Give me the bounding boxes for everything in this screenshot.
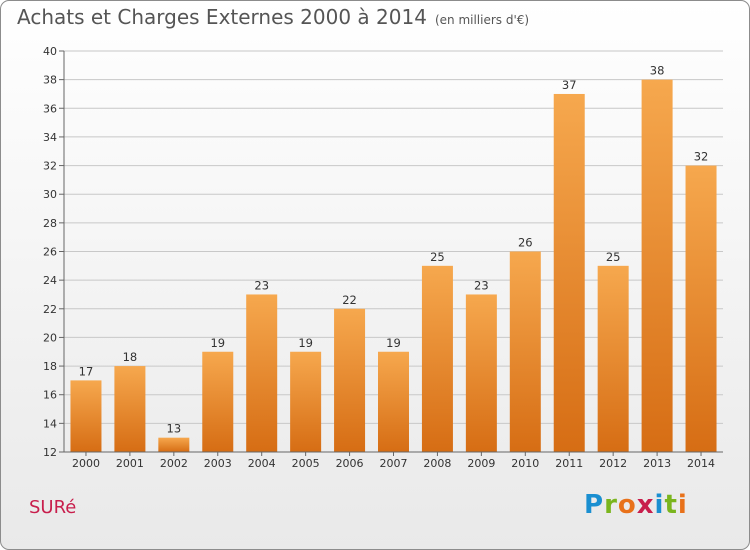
y-tick-label: 28: [43, 217, 57, 230]
x-tick-label-2011: 2011: [555, 457, 583, 470]
bar-2008: [421, 265, 453, 452]
x-tick-label-2000: 2000: [72, 457, 100, 470]
title-text: Achats et Charges Externes 2000 à 2014: [17, 5, 427, 29]
x-tick-label-2008: 2008: [423, 457, 451, 470]
data-label-2013: 38: [650, 64, 665, 78]
bar-2005: [290, 351, 322, 452]
logo-letter: t: [664, 490, 678, 520]
axes: 12 14 16 18 20 22 24 26 28 30 32 34 36 38 40 2000 2001 20…: [43, 45, 723, 470]
bars: 17 18 13 19 23 19 22 19 25 23 26 37 25 38 32: [70, 64, 717, 453]
x-tick-label-2012: 2012: [599, 457, 627, 470]
y-tick-label: 20: [43, 331, 57, 344]
x-tick-label-2005: 2005: [292, 457, 320, 470]
y-tick-label: 14: [43, 417, 57, 430]
data-label-2011: 37: [562, 78, 577, 92]
bar-2007: [378, 351, 409, 452]
data-label-2002: 13: [167, 422, 182, 436]
x-tick-label-2013: 2013: [643, 457, 671, 470]
bar-2013: [641, 79, 673, 453]
x-tick-label-2010: 2010: [511, 457, 539, 470]
x-tick-label-2003: 2003: [204, 457, 232, 470]
logo-letter: i: [654, 490, 665, 520]
data-label-2004: 23: [254, 278, 269, 292]
x-tick-label-2004: 2004: [248, 457, 276, 470]
bar-2004: [246, 294, 278, 452]
proxiti-logo[interactable]: Proxiti: [584, 490, 688, 520]
y-tick-label: 38: [43, 74, 57, 87]
data-label-2009: 23: [474, 278, 489, 292]
bar-2003: [202, 351, 234, 452]
bar-2001: [114, 366, 146, 452]
data-label-2012: 25: [606, 250, 621, 264]
data-label-2003: 19: [210, 336, 225, 350]
data-label-2007: 19: [386, 336, 401, 350]
y-tick-label: 22: [43, 303, 57, 316]
chart-title: Achats et Charges Externes 2000 à 2014 (e…: [17, 5, 529, 29]
bar-2014: [685, 165, 717, 453]
bar-2002: [158, 437, 190, 452]
data-label-2000: 17: [79, 364, 94, 378]
x-tick-label-2006: 2006: [336, 457, 364, 470]
x-tick-label-2014: 2014: [687, 457, 715, 470]
y-tick-label: 18: [43, 360, 57, 373]
x-tick-label-2001: 2001: [116, 457, 144, 470]
bar-2009: [465, 294, 497, 452]
bar-2012: [597, 265, 629, 452]
y-tick-label: 24: [43, 274, 57, 287]
logo-letter: x: [636, 490, 655, 520]
data-label-2005: 19: [298, 336, 313, 350]
y-tick-label: 34: [43, 131, 57, 144]
bar-2006: [334, 308, 366, 452]
y-tick-label: 32: [43, 160, 57, 173]
x-tick-label-2009: 2009: [467, 457, 495, 470]
data-label-2008: 25: [430, 250, 445, 264]
data-label-2014: 32: [694, 150, 709, 164]
data-label-2001: 18: [123, 350, 138, 364]
data-label-2006: 22: [342, 293, 357, 307]
y-tick-label: 30: [43, 188, 57, 201]
chart-subtitle: (en milliers d'€): [434, 13, 530, 27]
logo-letter: r: [604, 490, 618, 520]
y-tick-label: 36: [43, 102, 57, 115]
x-tick-label-2007: 2007: [380, 457, 408, 470]
y-tick-label: 16: [43, 389, 57, 402]
bar-2010: [509, 251, 541, 452]
data-label-2010: 26: [518, 236, 533, 250]
logo-letter: o: [617, 490, 637, 520]
y-tick-label: 26: [43, 246, 57, 259]
y-tick-label: 40: [43, 45, 57, 58]
y-tick-label: 12: [43, 446, 57, 459]
place-name: SURé: [29, 497, 77, 518]
bar-2011: [553, 93, 585, 452]
logo-letter: i: [677, 490, 688, 520]
logo-letter: P: [584, 490, 605, 520]
bar-2000: [70, 380, 102, 452]
x-tick-label-2002: 2002: [160, 457, 188, 470]
